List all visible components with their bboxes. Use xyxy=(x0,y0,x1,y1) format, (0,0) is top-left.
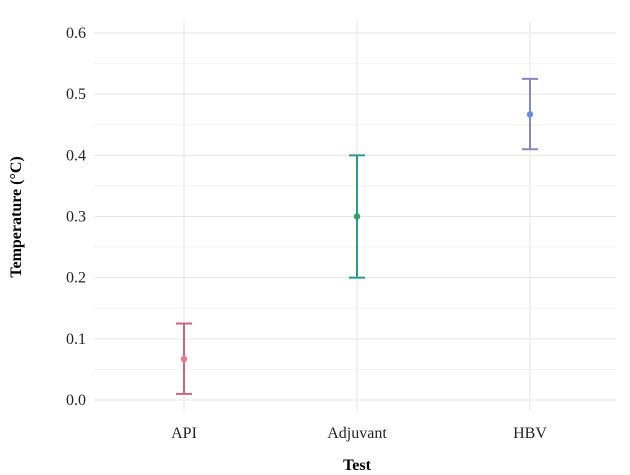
errorbar-api xyxy=(176,322,192,395)
data-point xyxy=(526,111,534,118)
y-tick-label: 0.5 xyxy=(66,86,86,103)
x-tick-label: Adjuvant xyxy=(327,425,387,442)
y-tick-label: 0.0 xyxy=(66,392,86,409)
data-point xyxy=(180,355,188,363)
errorbar-hbv xyxy=(522,77,538,151)
x-axis-ticks: API Adjuvant HBV xyxy=(171,425,547,442)
x-tick-label: HBV xyxy=(513,425,547,442)
y-tick-label: 0.4 xyxy=(66,147,86,164)
data-point xyxy=(353,213,361,220)
x-tick-label: API xyxy=(171,425,197,442)
errorbar-adjuvant xyxy=(349,154,365,279)
y-tick-label: 0.6 xyxy=(66,25,86,42)
y-axis-ticks: 0.0 0.1 0.2 0.3 0.4 0.5 0.6 xyxy=(66,25,86,409)
y-tick-label: 0.1 xyxy=(66,331,86,348)
y-tick-label: 0.2 xyxy=(66,270,86,287)
y-axis-title: Temperature (°C) xyxy=(8,156,25,277)
x-axis-title: Test xyxy=(343,457,372,474)
y-tick-label: 0.3 xyxy=(66,209,86,226)
data-marks xyxy=(176,77,538,395)
